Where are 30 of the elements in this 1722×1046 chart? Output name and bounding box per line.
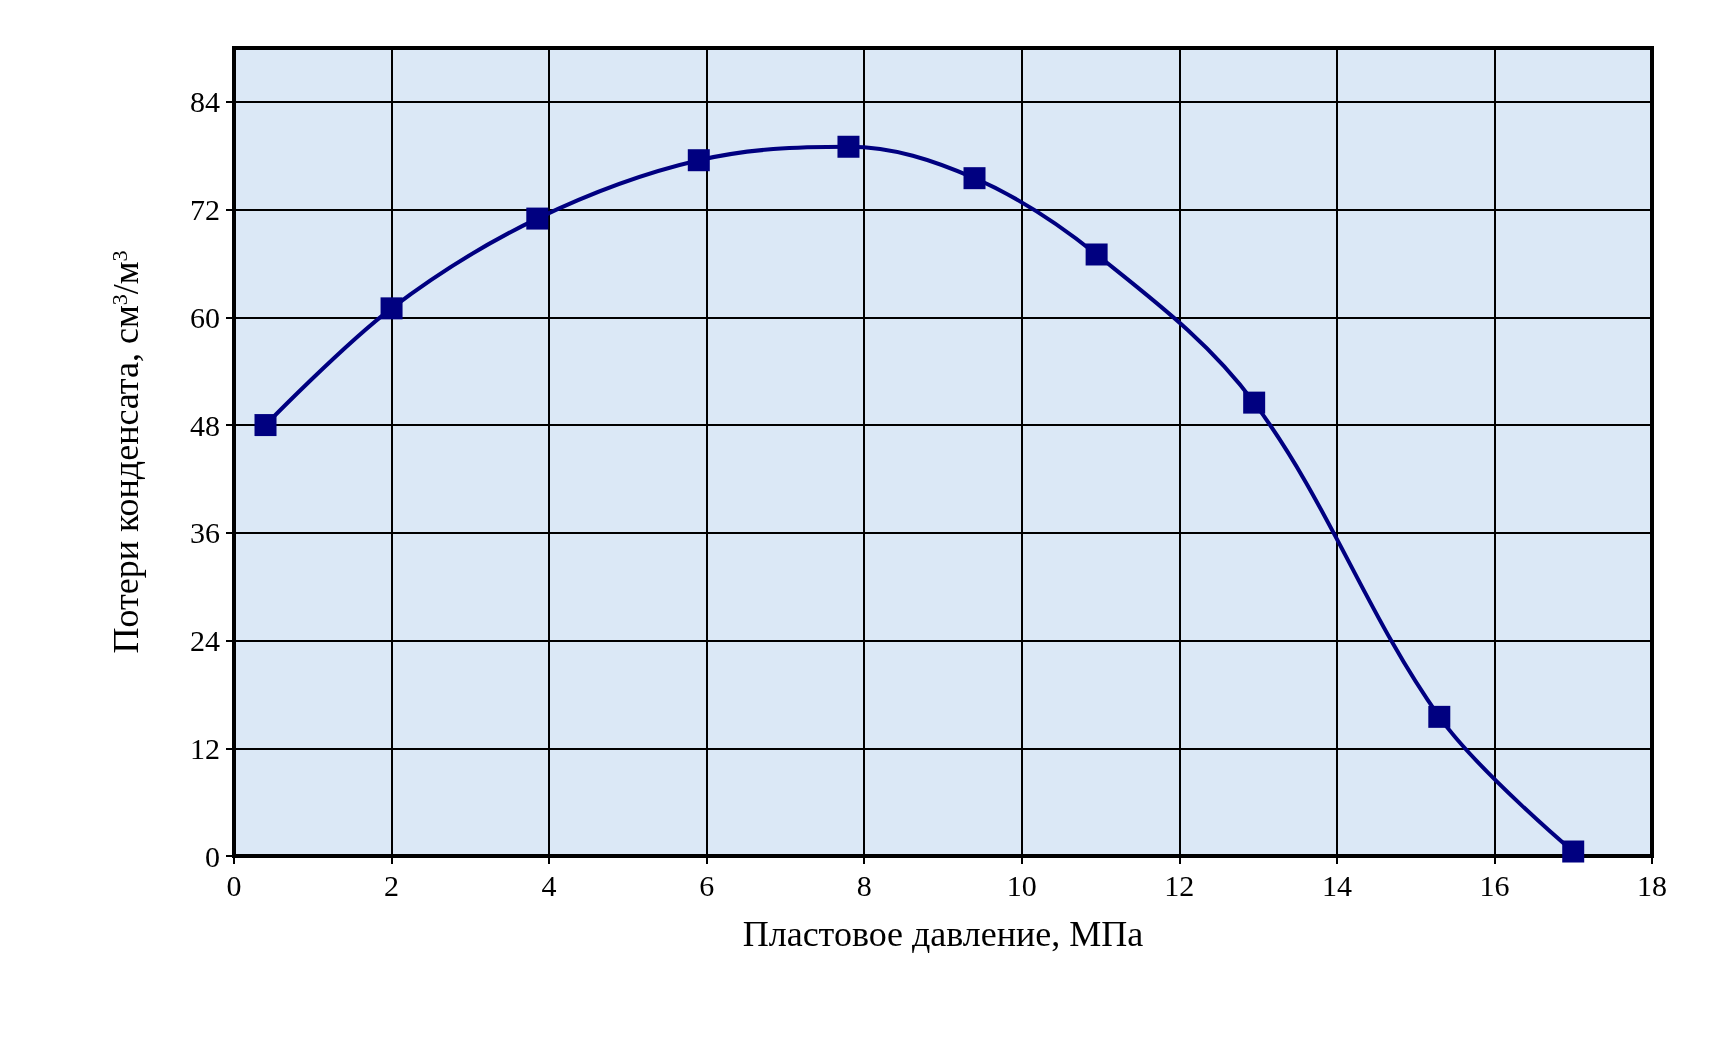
- x-tick-label: 2: [384, 868, 400, 902]
- point: [1562, 840, 1585, 863]
- point: [1085, 243, 1108, 266]
- x-tick-label: 10: [1006, 868, 1037, 902]
- x-tick-label: 18: [1637, 868, 1667, 902]
- y-tick-label: 36: [190, 516, 220, 550]
- x-tick-label: 4: [541, 868, 557, 902]
- point: [380, 297, 403, 320]
- y-tick-label: 0: [205, 839, 220, 873]
- x-tick-label: 12: [1164, 868, 1195, 902]
- x-tick-label: 6: [699, 868, 715, 902]
- point: [1243, 391, 1266, 414]
- point: [526, 207, 549, 230]
- y-tick-label: 24: [190, 624, 220, 658]
- point: [687, 149, 710, 172]
- y-axis-title: Потери конденсата, см3/м3: [106, 250, 146, 654]
- x-tick-label: 0: [226, 868, 242, 902]
- y-tick-label: 48: [190, 408, 220, 442]
- point: [837, 135, 860, 158]
- x-tick-label: 8: [856, 868, 872, 902]
- point: [254, 414, 277, 437]
- y-tick-label: 60: [190, 300, 220, 334]
- y-tick-label: 84: [190, 85, 220, 119]
- x-tick-label: 16: [1479, 868, 1510, 902]
- y-tick-label: 12: [190, 731, 220, 765]
- x-tick-label: 14: [1321, 868, 1352, 902]
- point: [1428, 705, 1451, 728]
- x-axis-title: Пластовое давление, МПа: [742, 914, 1144, 954]
- y-tick-label: 72: [190, 193, 220, 227]
- point: [963, 167, 986, 190]
